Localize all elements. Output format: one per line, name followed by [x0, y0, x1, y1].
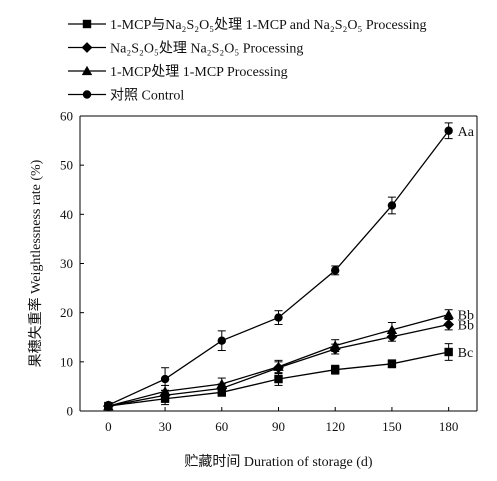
y-tick-label: 40 [60, 207, 73, 222]
series-square: Bc [104, 343, 474, 411]
legend-label: Na₂S₂O₅处理 Na₂S₂O₅ Processing [110, 41, 303, 57]
y-tick-label: 10 [60, 354, 73, 369]
legend: 1-MCP与Na₂S₂O₅处理 1-MCP and Na₂S₂O₅ Proces… [68, 17, 427, 104]
legend-label: 1-MCP处理 1-MCP Processing [110, 64, 288, 80]
data-point [443, 319, 455, 330]
data-point [444, 347, 453, 357]
y-tick-label: 20 [60, 305, 73, 320]
data-point [330, 340, 341, 350]
data-point [274, 374, 283, 384]
data-point [160, 374, 170, 384]
y-tick-label: 60 [60, 109, 73, 124]
x-tick-label: 180 [439, 419, 459, 434]
series-diamond: Bb [102, 318, 474, 412]
x-axis-label: 贮藏时间 Duration of storage (d) [184, 454, 373, 470]
x-ticks: 0 30 60 90 120 150 180 [105, 407, 458, 434]
data-point [331, 365, 340, 374]
data-point [331, 266, 340, 275]
x-tick-label: 0 [105, 419, 112, 434]
y-ticks: 0 10 20 30 40 50 60 [60, 109, 84, 419]
legend-item: Na₂S₂O₅处理 Na₂S₂O₅ Processing [68, 41, 303, 57]
legend-marker [81, 42, 93, 53]
series-annotation: Bb [458, 318, 474, 333]
data-point [273, 361, 284, 371]
legend-marker [82, 19, 92, 29]
x-tick-label: 60 [215, 419, 228, 434]
y-tick-label: 30 [60, 256, 73, 271]
data-point [274, 313, 283, 322]
data-point [217, 336, 226, 345]
series-annotation: Bb [458, 309, 474, 324]
data-point [444, 126, 453, 135]
series-annotation: Bc [458, 346, 474, 361]
data-point [387, 201, 397, 210]
x-tick-label: 90 [272, 419, 285, 434]
legend-item: 对照 Control [68, 88, 184, 104]
data-point [216, 378, 227, 389]
legend-item: 1-MCP与Na₂S₂O₅处理 1-MCP and Na₂S₂O₅ Proces… [68, 17, 427, 33]
series-annotation: Aa [458, 125, 475, 140]
legend-item: 1-MCP处理 1-MCP Processing [68, 64, 288, 80]
x-tick-label: 150 [382, 419, 402, 434]
y-tick-label: 50 [60, 158, 73, 173]
legend-label: 1-MCP与Na₂S₂O₅处理 1-MCP and Na₂S₂O₅ Proces… [110, 17, 427, 33]
data-point [386, 324, 398, 335]
legend-marker [82, 90, 92, 99]
series-triangle: Bb [103, 309, 474, 411]
y-axis-label: 果穗失重率 Weightlessness rate (%) [27, 159, 44, 367]
legend-label: 对照 Control [110, 88, 184, 104]
legend-marker [81, 65, 93, 76]
data-point [104, 400, 113, 410]
series-circle: Aa [104, 122, 475, 410]
x-tick-label: 120 [325, 419, 345, 434]
data-point [443, 309, 454, 319]
data-point [387, 359, 397, 368]
x-tick-label: 30 [159, 419, 172, 434]
axes: 0 30 60 90 120 150 180 0 10 20 30 40 50 60 贮藏时间 Dura… [27, 109, 478, 470]
y-tick-label: 0 [67, 404, 74, 419]
